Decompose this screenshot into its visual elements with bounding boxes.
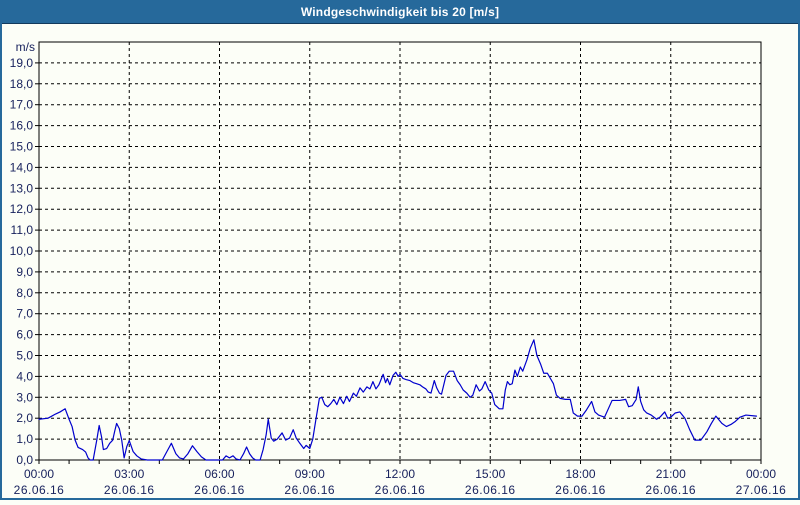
y-tick-label: 13,0 <box>10 181 34 195</box>
x-time-label: 09:00 <box>295 467 325 481</box>
x-date-label: 26.06.16 <box>555 483 606 497</box>
x-date-label: 26.06.16 <box>14 483 65 497</box>
y-tick-label: 0,0 <box>16 453 33 467</box>
chart-title: Windgeschwindigkeit bis 20 [m/s] <box>300 5 500 19</box>
y-tick-label: 4,0 <box>16 369 33 383</box>
y-tick-label: 15,0 <box>10 140 34 154</box>
x-date-label: 26.06.16 <box>194 483 245 497</box>
x-time-label: 06:00 <box>204 467 234 481</box>
x-date-label: 26.06.16 <box>645 483 696 497</box>
y-tick-label: 14,0 <box>10 160 34 174</box>
y-tick-label: 18,0 <box>10 77 34 91</box>
y-tick-label: 1,0 <box>16 432 33 446</box>
y-axis-unit-label: m/s <box>16 40 35 54</box>
x-date-label: 26.06.16 <box>104 483 155 497</box>
y-tick-label: 6,0 <box>16 328 33 342</box>
x-time-label: 00:00 <box>24 467 54 481</box>
y-tick-label: 12,0 <box>10 202 34 216</box>
y-tick-label: 19,0 <box>10 56 34 70</box>
wind-speed-line <box>38 339 758 461</box>
x-date-label: 26.06.16 <box>375 483 426 497</box>
y-tick-label: 11,0 <box>11 223 34 237</box>
x-time-label: 21:00 <box>656 467 686 481</box>
titlebar: Windgeschwindigkeit bis 20 [m/s] <box>2 2 798 24</box>
y-tick-label: 9,0 <box>16 265 33 279</box>
y-tick-label: 8,0 <box>16 286 33 300</box>
y-tick-label: 10,0 <box>10 244 34 258</box>
x-time-label: 00:00 <box>746 467 776 481</box>
y-tick-label: 16,0 <box>10 119 34 133</box>
x-date-label: 26.06.16 <box>284 483 335 497</box>
x-time-label: 12:00 <box>385 467 415 481</box>
x-time-label: 03:00 <box>114 467 144 481</box>
y-tick-label: 5,0 <box>16 349 33 363</box>
x-time-label: 18:00 <box>565 467 595 481</box>
y-tick-label: 17,0 <box>10 98 34 112</box>
x-time-label: 15:00 <box>475 467 505 481</box>
x-date-label: 27.06.16 <box>736 483 787 497</box>
y-tick-label: 3,0 <box>16 390 33 404</box>
y-tick-label: 2,0 <box>16 411 33 425</box>
x-date-label: 26.06.16 <box>465 483 516 497</box>
y-tick-label: 7,0 <box>16 307 33 321</box>
